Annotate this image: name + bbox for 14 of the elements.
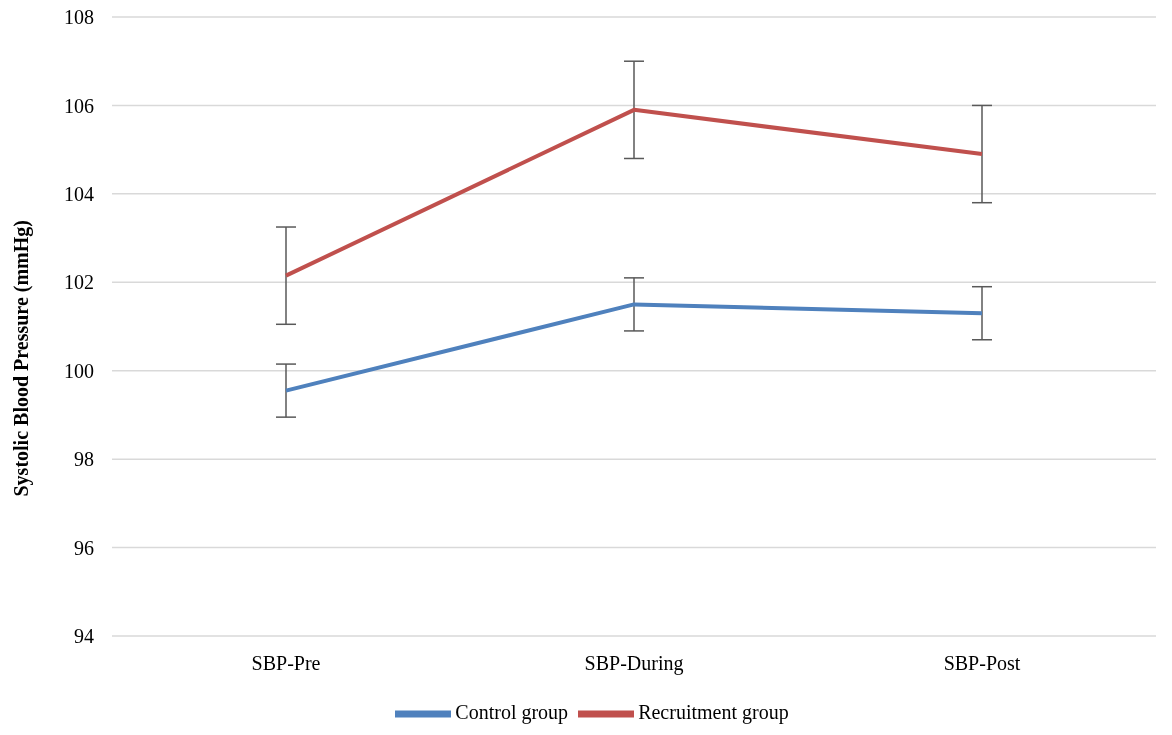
x-tick-label: SBP-Post (943, 652, 1021, 675)
y-axis-title: Systolic Blood Pressure (mmHg) (10, 220, 34, 497)
legend-label: Control group (455, 700, 569, 723)
y-tick-label: 100 (64, 359, 94, 382)
y-tick-label: 98 (74, 448, 94, 471)
y-tick-label: 96 (74, 536, 94, 559)
y-tick-label: 94 (74, 625, 94, 648)
y-tick-label: 108 (64, 6, 94, 29)
y-tick-label: 102 (64, 271, 94, 294)
y-tick-label: 104 (64, 182, 94, 205)
y-tick-label: 106 (64, 94, 94, 117)
x-tick-label: SBP-During (584, 652, 684, 676)
legend-label: Recruitment group (638, 700, 789, 723)
x-tick-label: SBP-Pre (251, 652, 321, 675)
